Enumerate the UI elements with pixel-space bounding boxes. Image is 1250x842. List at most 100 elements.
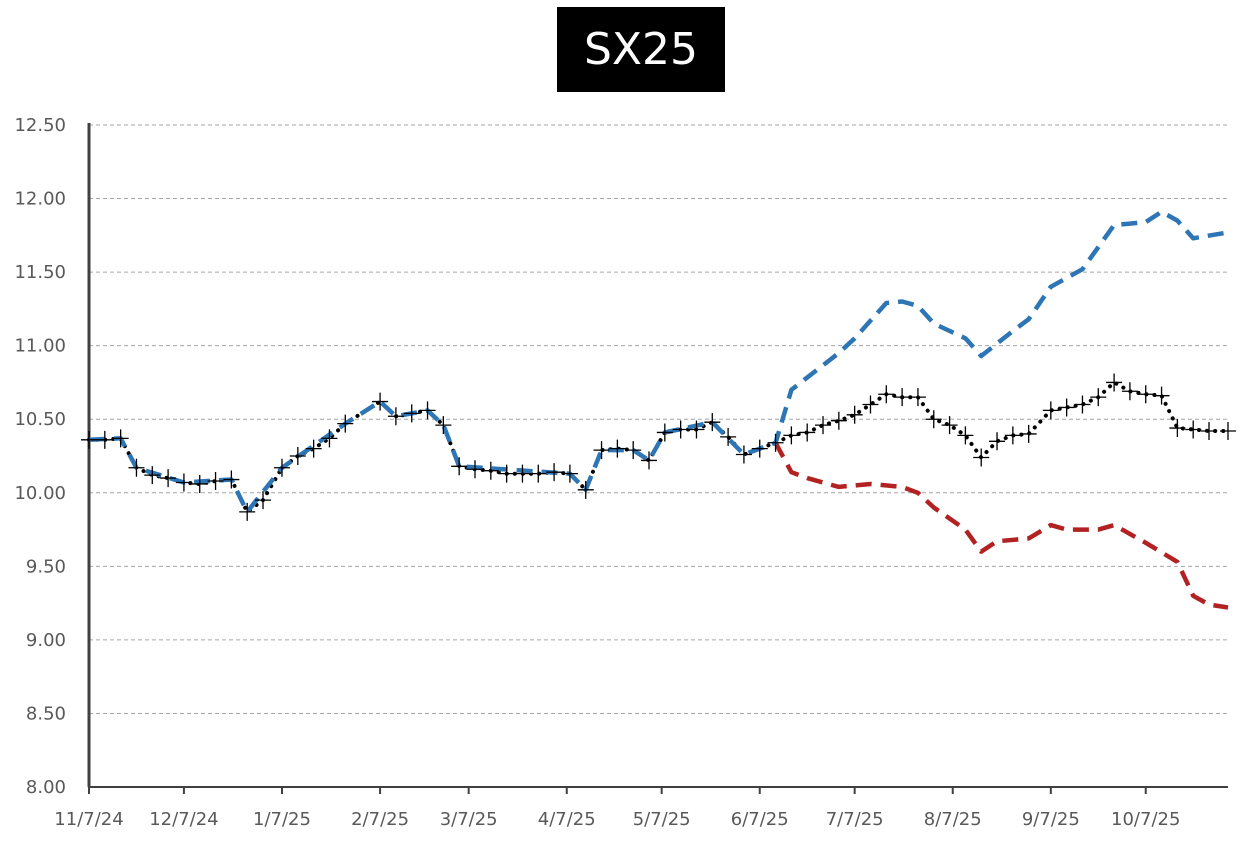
data-point-marker [815, 416, 832, 435]
data-point-marker [372, 392, 389, 411]
data-point-marker [191, 474, 208, 493]
data-point-marker [957, 426, 974, 445]
x-tick-label: 10/7/25 [1111, 809, 1180, 830]
data-point-marker [482, 461, 499, 480]
data-point-marker [878, 385, 895, 404]
data-point-marker [451, 457, 468, 476]
data-point-marker [1042, 401, 1059, 420]
data-point-marker [144, 466, 161, 485]
data-point-marker [81, 430, 97, 449]
data-point-marker [1137, 385, 1154, 404]
data-point-marker [546, 463, 563, 482]
data-point-marker [973, 448, 990, 467]
y-tick-label: 10.00 [14, 483, 66, 504]
x-tick-label: 9/7/25 [1022, 809, 1080, 830]
data-point-marker [1020, 424, 1037, 443]
data-point-marker [656, 423, 673, 442]
data-point-marker [783, 426, 800, 445]
data-point-marker [751, 439, 768, 458]
gridlines [89, 124, 1228, 714]
x-tick-label: 5/7/25 [633, 809, 691, 830]
data-point-marker [561, 464, 578, 483]
data-point-marker [1201, 421, 1218, 440]
data-point-marker [175, 473, 192, 492]
data-point-marker [799, 423, 816, 442]
data-point-marker [1153, 386, 1170, 405]
data-point-marker [1090, 388, 1107, 407]
data-point-marker [577, 480, 594, 499]
data-point-marker [305, 439, 322, 458]
data-point-marker [96, 430, 113, 449]
x-tick-label: 8/7/25 [924, 809, 982, 830]
x-tick-label: 4/7/25 [538, 809, 596, 830]
y-tick-label: 12.50 [14, 115, 66, 136]
y-tick-label: 12.00 [14, 189, 66, 210]
data-point-marker [846, 405, 863, 424]
data-point-marker [160, 469, 177, 488]
data-point-marker [593, 441, 610, 460]
data-point-marker [894, 388, 911, 407]
data-point-marker [1185, 420, 1202, 439]
data-point-marker [1074, 395, 1091, 414]
data-point-marker [403, 404, 420, 423]
x-tick-label: 2/7/25 [351, 809, 409, 830]
data-point-marker [941, 416, 958, 435]
y-tick-label: 8.50 [26, 703, 66, 724]
axes [87, 123, 1228, 794]
data-point-marker [321, 429, 338, 448]
data-point-marker [530, 464, 547, 483]
data-point-marker [466, 460, 483, 479]
y-axis-tick-labels: 12.50 12.00 11.50 11.00 10.50 10.00 9.50 9.00 8.… [14, 115, 66, 798]
data-point-marker [1058, 398, 1075, 417]
data-point-marker [387, 407, 404, 426]
x-tick-label: 7/7/25 [826, 809, 884, 830]
data-point-marker [1106, 373, 1123, 392]
y-tick-label: 10.50 [14, 409, 66, 430]
data-point-marker [223, 470, 240, 489]
chart-title-box: SX25 [557, 7, 725, 92]
data-point-marker [641, 451, 658, 470]
data-point-marker [704, 413, 721, 432]
data-point-marker [1121, 382, 1138, 401]
data-point-marker [909, 388, 926, 407]
series-markers [81, 373, 1236, 521]
y-tick-label: 9.00 [26, 630, 66, 651]
data-point-marker [625, 441, 642, 460]
x-axis-tick-labels: 11/7/24 12/7/24 1/7/25 2/7/25 3/7/25 4/7/25 5/… [54, 809, 1180, 830]
y-tick-label: 11.50 [14, 262, 66, 283]
data-point-marker [830, 411, 847, 430]
data-point-marker [273, 458, 290, 477]
data-point-marker [207, 472, 224, 491]
data-point-marker [735, 445, 752, 464]
data-point-marker [239, 502, 256, 521]
series-lines [87, 209, 1230, 610]
data-point-marker [498, 464, 515, 483]
data-point-marker [1169, 419, 1186, 438]
chart-title: SX25 [583, 24, 699, 75]
data-point-marker [514, 464, 531, 483]
data-point-marker [989, 432, 1006, 451]
x-tick-label: 11/7/24 [54, 809, 123, 830]
series-line-2 [88, 209, 1229, 515]
data-point-marker [862, 395, 879, 414]
data-point-marker [289, 447, 306, 465]
data-point-marker [1220, 421, 1236, 440]
data-point-marker [435, 416, 452, 435]
data-point-marker [128, 458, 145, 477]
y-tick-label: 9.50 [26, 556, 66, 577]
data-point-marker [688, 420, 705, 439]
data-point-marker [767, 433, 784, 452]
data-point-marker [672, 420, 689, 439]
data-point-marker [925, 410, 942, 429]
x-tick-label: 3/7/25 [440, 809, 498, 830]
data-point-marker [112, 429, 129, 448]
data-point-marker [337, 414, 354, 433]
series-line-3 [773, 441, 1229, 610]
data-point-marker [419, 401, 436, 420]
x-tick-label: 12/7/24 [149, 809, 218, 830]
x-tick-label: 6/7/25 [731, 809, 789, 830]
x-tick-label: 1/7/25 [253, 809, 311, 830]
y-tick-label: 11.00 [14, 336, 66, 357]
data-point-marker [609, 439, 626, 458]
